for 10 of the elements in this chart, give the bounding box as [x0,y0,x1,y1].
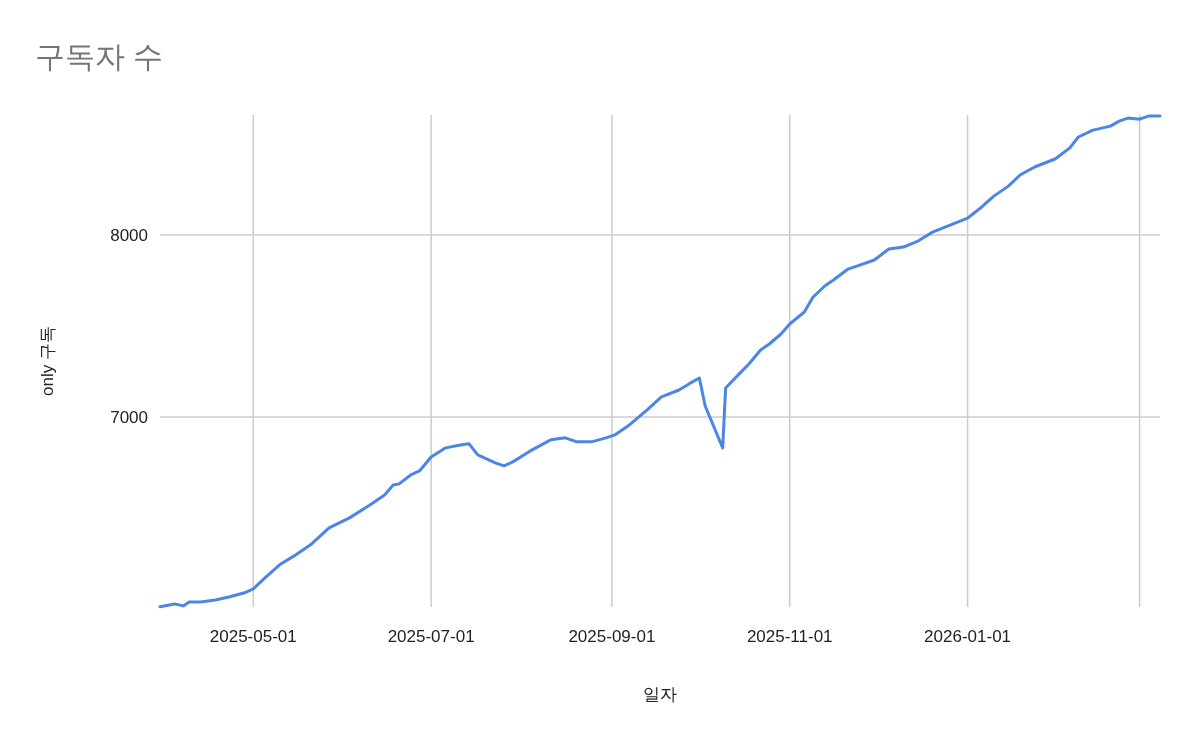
chart-title: 구독자 수 [35,40,164,73]
y-tick-label: 7000 [110,407,148,427]
x-tick-label: 2025-05-01 [209,627,297,646]
y-tick-label: 8000 [110,226,148,246]
x-tick-label: 2025-09-01 [568,627,656,646]
y-axis-title: only 구독 [38,326,57,396]
x-tick-label: 2025-07-01 [387,627,475,646]
x-tick-label: 2026-01-01 [924,627,1012,646]
x-tick-label: 2025-11-01 [746,627,833,646]
x-axis-title: 일자 [643,685,677,704]
